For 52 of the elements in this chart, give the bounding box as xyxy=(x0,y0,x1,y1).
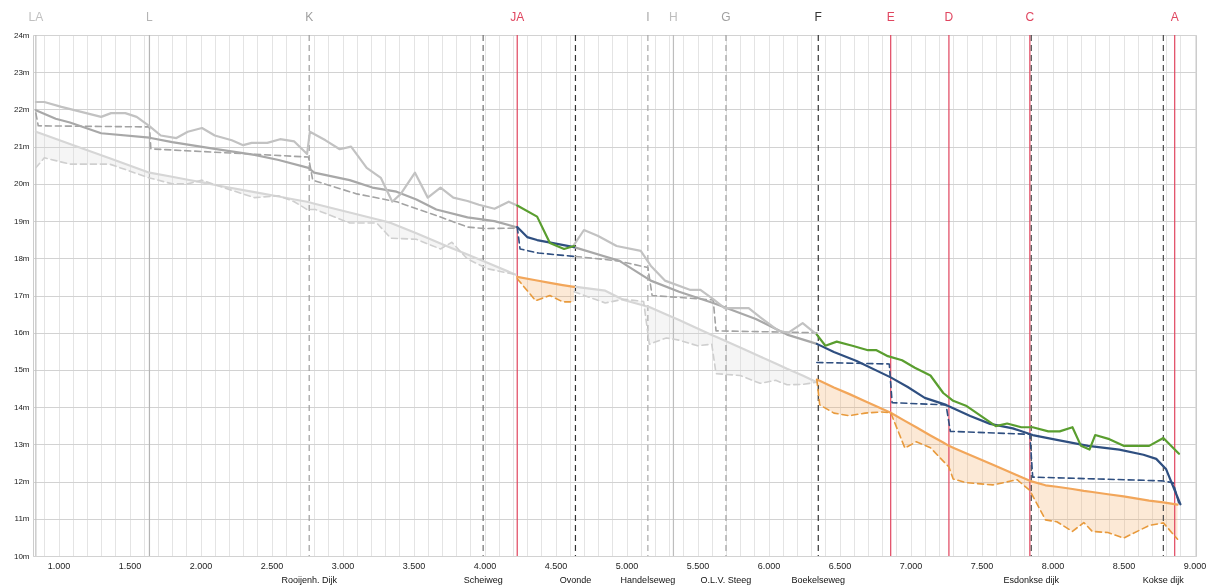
annotation: Handelseweg xyxy=(620,575,676,585)
x-tick-label: 3.000 xyxy=(331,560,355,571)
y-tick-label: 23m xyxy=(13,67,30,77)
ref-line-label: H xyxy=(669,10,678,24)
ref-line-label: D xyxy=(944,10,954,24)
x-tick-label: 1.500 xyxy=(118,560,142,571)
annotation: Esdonkse dijk xyxy=(1003,575,1060,585)
x-tick-label: 8.000 xyxy=(1041,560,1065,571)
y-tick-label: 20m xyxy=(13,179,30,189)
y-tick-label: 22m xyxy=(13,104,30,114)
y-tick-label: 14m xyxy=(13,402,30,412)
ref-line-label: A xyxy=(1170,10,1179,24)
x-tick-label: 4.000 xyxy=(473,560,497,571)
y-tick-label: 15m xyxy=(13,365,30,375)
ref-line-label: I xyxy=(646,10,650,24)
ref-line-label: C xyxy=(1025,10,1035,24)
x-tick-label: 1.000 xyxy=(47,560,71,571)
x-tick-label: 6.500 xyxy=(828,560,852,571)
x-tick-label: 8.500 xyxy=(1112,560,1136,571)
x-tick-label: 9.000 xyxy=(1183,560,1207,571)
y-tick-label: 16m xyxy=(13,328,30,338)
y-tick-label: 17m xyxy=(13,291,30,300)
x-tick-label: 6.000 xyxy=(757,560,781,571)
x-tick-label: 5.000 xyxy=(615,560,639,571)
annotation: Kokse dijk xyxy=(1142,575,1185,585)
y-tick-label: 18m xyxy=(13,253,30,263)
x-tick-label: 4.500 xyxy=(544,560,568,571)
x-tick-label: 7.500 xyxy=(970,560,994,571)
annotation: Boekelseweg xyxy=(791,575,846,585)
y-tick-label: 21m xyxy=(13,142,30,152)
y-tick-label: 19m xyxy=(13,216,30,226)
x-tick-label: 5.500 xyxy=(686,560,710,571)
y-tick-label: 13m xyxy=(13,439,30,449)
annotation: Scheiweg xyxy=(463,575,503,585)
y-tick-label: 11m xyxy=(14,514,30,524)
ref-line-label: F xyxy=(814,10,822,24)
annotation: O.L.V. Steeg xyxy=(700,575,752,585)
x-tick-label: 2.500 xyxy=(260,560,284,571)
y-tick-label: 10m xyxy=(13,551,30,561)
ref-line-label: K xyxy=(305,10,314,24)
annotation: Ovonde xyxy=(559,575,592,585)
ref-line-label: LA xyxy=(28,10,44,24)
x-tick-label: 7.000 xyxy=(899,560,923,571)
ref-line-label: G xyxy=(721,10,731,24)
x-tick-label: 2.000 xyxy=(189,560,213,571)
annotation: Rooijenh. Dijk xyxy=(281,575,338,585)
y-tick-label: 12m xyxy=(13,477,30,487)
ref-line-label: L xyxy=(146,10,154,24)
ref-line-label: JA xyxy=(510,10,525,24)
y-tick-label: 24m xyxy=(13,30,30,40)
ref-line-label: E xyxy=(886,10,895,24)
x-tick-label: 3.500 xyxy=(402,560,426,571)
